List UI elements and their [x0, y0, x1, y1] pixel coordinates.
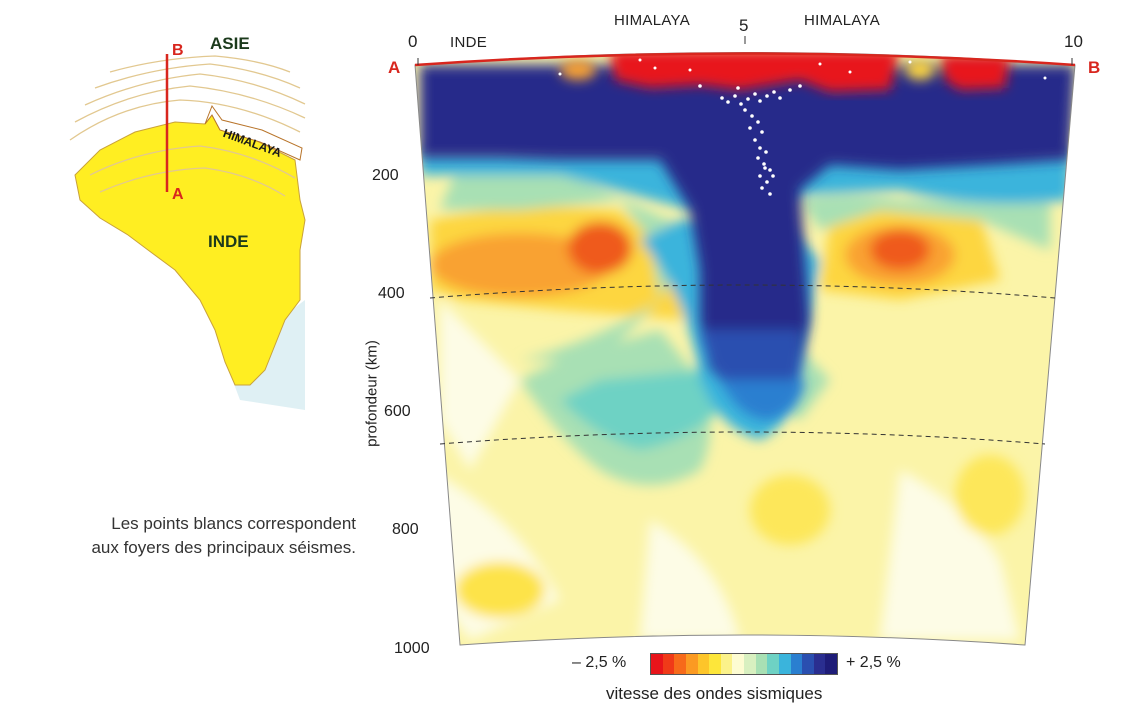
colorbar-swatch — [790, 654, 803, 674]
legend-max-label: + 2,5 % — [846, 654, 901, 671]
colorbar-swatch — [720, 654, 733, 674]
legend-colorbar — [650, 653, 838, 675]
colorbar-swatch — [813, 654, 826, 674]
x-tick-5: 5 — [739, 16, 749, 35]
colorbar-swatch — [662, 654, 675, 674]
caption: Les points blancs correspondent aux foye… — [30, 512, 356, 560]
lithosphere-slab — [420, 65, 1075, 390]
section-end-a: A — [388, 58, 401, 77]
colorbar-swatch — [802, 654, 814, 674]
y-axis-label: profondeur (km) — [363, 340, 381, 447]
asia-label: ASIE — [210, 34, 250, 53]
y-tick-400: 400 — [378, 285, 405, 302]
colorbar-swatch — [732, 654, 744, 674]
inde-section-label: INDE — [450, 34, 488, 51]
caption-line-2: aux foyers des principaux séismes. — [91, 538, 356, 557]
earthquake-foci — [558, 58, 1047, 196]
legend-min-label: – 2,5 % — [572, 654, 627, 671]
map-point-b: B — [172, 42, 184, 59]
colorbar-swatch — [744, 654, 756, 674]
colorbar-swatch — [697, 654, 710, 674]
colorbar-swatch — [651, 654, 663, 674]
himalaya-right-label: HIMALAYA — [804, 12, 881, 29]
section-end-b: B — [1088, 58, 1101, 77]
y-tick-1000: 1000 — [394, 640, 430, 657]
x-tick-10: 10 — [1064, 32, 1083, 51]
himalaya-left-label: HIMALAYA — [614, 12, 691, 29]
y-tick-800: 800 — [392, 521, 419, 538]
caption-line-1: Les points blancs correspondent — [111, 514, 356, 533]
x-tick-0: 0 — [408, 32, 418, 51]
surface-line — [414, 52, 1076, 67]
colorbar-swatch — [709, 654, 721, 674]
colorbar-swatch — [767, 654, 779, 674]
colorbar-swatch — [755, 654, 768, 674]
legend-title: vitesse des ondes sismiques — [606, 684, 823, 703]
y-tick-600: 600 — [384, 403, 411, 420]
depth-670-line — [439, 431, 1046, 445]
colorbar-swatch — [674, 654, 686, 674]
colorbar-swatch — [825, 654, 837, 674]
india-label: INDE — [208, 232, 249, 251]
himalaya-band — [204, 104, 303, 161]
map-contours — [69, 55, 306, 197]
colorbar-swatch — [685, 654, 698, 674]
y-tick-200: 200 — [372, 167, 399, 184]
colorbar-swatch — [778, 654, 791, 674]
map-point-a: A — [172, 186, 184, 203]
